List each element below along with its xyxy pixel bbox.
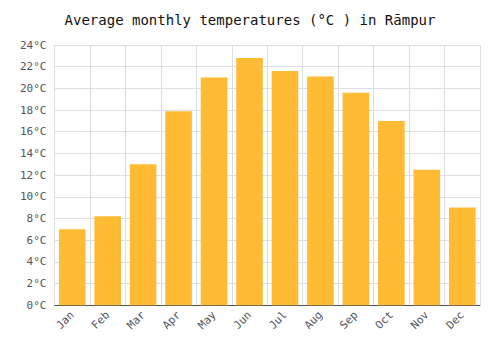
svg-text:Jun: Jun — [231, 309, 254, 332]
svg-text:0°C: 0°C — [27, 299, 47, 312]
svg-text:12°C: 12°C — [20, 169, 47, 182]
svg-text:14°C: 14°C — [20, 147, 47, 160]
svg-text:24°C: 24°C — [20, 39, 47, 52]
svg-text:10°C: 10°C — [20, 190, 47, 203]
svg-text:2°C: 2°C — [27, 277, 47, 290]
svg-text:Apr: Apr — [160, 308, 183, 331]
svg-text:May: May — [195, 308, 218, 331]
svg-text:Dec: Dec — [444, 309, 467, 332]
svg-text:16°C: 16°C — [20, 125, 47, 138]
svg-text:Nov: Nov — [408, 308, 431, 331]
svg-text:4°C: 4°C — [27, 255, 47, 268]
svg-text:Feb: Feb — [89, 309, 112, 332]
svg-text:Aug: Aug — [302, 309, 325, 332]
svg-text:Sep: Sep — [337, 309, 360, 332]
svg-text:20°C: 20°C — [20, 82, 47, 95]
svg-text:Oct: Oct — [373, 309, 396, 332]
svg-text:Jan: Jan — [54, 309, 77, 332]
svg-text:18°C: 18°C — [20, 104, 47, 117]
svg-text:Jul: Jul — [266, 309, 289, 332]
svg-text:Mar: Mar — [125, 308, 148, 331]
svg-text:8°C: 8°C — [27, 212, 47, 225]
svg-text:6°C: 6°C — [27, 234, 47, 247]
svg-text:22°C: 22°C — [20, 60, 47, 73]
svg-text:Average monthly temperatures (: Average monthly temperatures (°C ) in Rā… — [65, 12, 436, 28]
